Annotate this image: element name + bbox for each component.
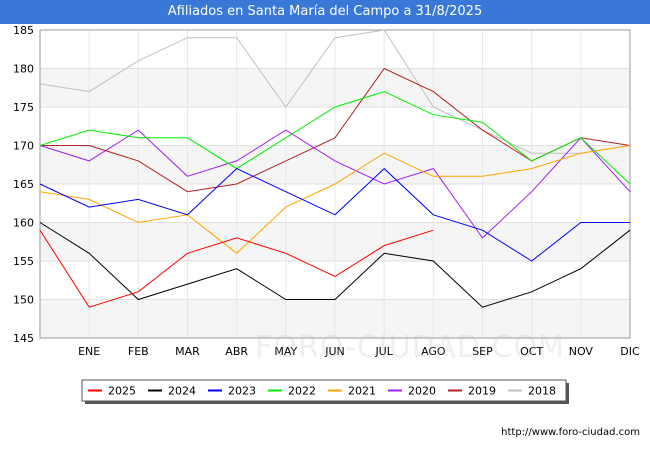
y-tick-label: 175 bbox=[13, 101, 34, 114]
x-tick-label: DIC bbox=[620, 345, 640, 358]
series-lines bbox=[39, 29, 631, 308]
y-tick-label: 185 bbox=[13, 24, 34, 37]
legend: 2025 2024 2023 2022 2021 2020 2019 2018 bbox=[81, 379, 569, 404]
x-tick-label: SEP bbox=[472, 345, 493, 358]
x-tick-label: OCT bbox=[520, 345, 543, 358]
x-tick-label: JUL bbox=[374, 345, 393, 358]
legend-label: 2019 bbox=[468, 385, 496, 398]
x-tick-label: AGO bbox=[421, 345, 446, 358]
y-tick-label: 145 bbox=[13, 332, 34, 345]
series-line-2022 bbox=[39, 91, 631, 185]
source-url[interactable]: http://www.foro-ciudad.com bbox=[501, 427, 640, 438]
x-tick-label: JUN bbox=[324, 345, 345, 358]
series-line-2018 bbox=[39, 29, 631, 154]
x-tick-label: NOV bbox=[569, 345, 594, 358]
x-tick-label: ABR bbox=[225, 345, 248, 358]
x-tick-label: FEB bbox=[128, 345, 149, 358]
y-tick-label: 155 bbox=[13, 255, 34, 268]
legend-label: 2022 bbox=[288, 385, 316, 398]
chart-title: Afiliados en Santa María del Campo a 31/… bbox=[0, 0, 650, 24]
y-tick-label: 170 bbox=[13, 140, 34, 153]
legend-label: 2021 bbox=[348, 385, 376, 398]
legend-label: 2018 bbox=[528, 385, 556, 398]
x-tick-label: MAR bbox=[175, 345, 200, 358]
series-line-2025 bbox=[39, 229, 434, 308]
y-tick-label: 160 bbox=[13, 217, 34, 230]
x-tick-label: MAY bbox=[274, 345, 297, 358]
x-tick-label: ENE bbox=[78, 345, 100, 358]
legend-label: 2023 bbox=[228, 385, 256, 398]
y-tick-label: 180 bbox=[13, 63, 34, 76]
watermark-text: FORO-CIUDAD.COM bbox=[255, 330, 565, 365]
legend-box bbox=[81, 379, 567, 402]
series-line-2020 bbox=[39, 129, 631, 239]
legend-label: 2024 bbox=[168, 385, 196, 398]
series-line-2024 bbox=[39, 222, 631, 308]
x-axis-ticks: ENE FEB MAR ABR MAY JUN JUL AGO SEP OCT NOV DIC bbox=[78, 345, 640, 358]
series-line-2023 bbox=[39, 167, 630, 262]
series-line-2021 bbox=[39, 145, 631, 254]
legend-label: 2020 bbox=[408, 385, 436, 398]
legend-label: 2025 bbox=[108, 385, 136, 398]
y-axis-ticks: 145 150 155 160 165 170 175 180 185 bbox=[13, 24, 34, 345]
y-tick-label: 150 bbox=[13, 294, 34, 307]
y-tick-label: 165 bbox=[13, 178, 34, 191]
